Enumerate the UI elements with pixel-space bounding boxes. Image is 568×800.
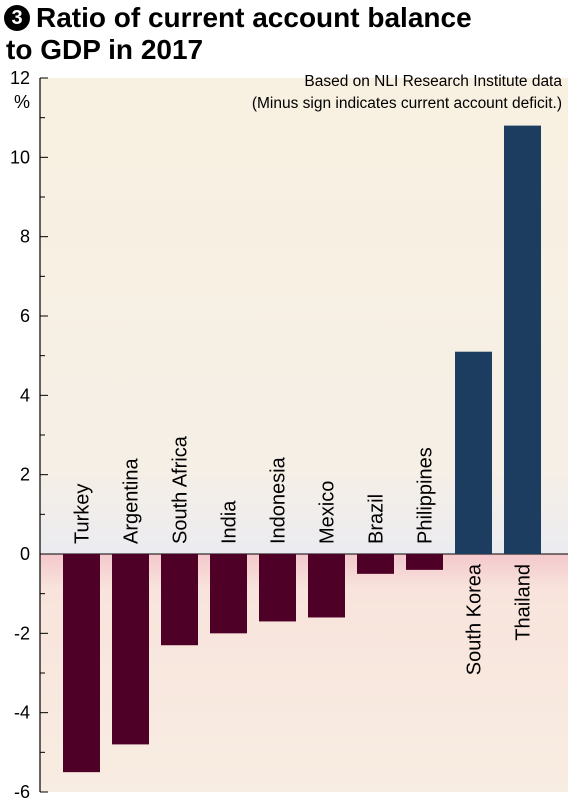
y-tick-label: 2 [20,465,30,485]
bar-brazil [357,554,394,574]
y-tick-label: 8 [20,227,30,247]
bar-south-africa [161,554,198,646]
y-tick-label: -4 [14,703,30,723]
category-label: Mexico [317,481,339,544]
bar-mexico [308,554,345,618]
deficit-note: (Minus sign indicates current account de… [252,95,562,112]
category-label: Indonesia [268,456,290,544]
bar-philippines [406,554,443,570]
bar-argentina [112,554,149,745]
bar-indonesia [259,554,296,622]
bar-turkey [63,554,100,773]
bar-thailand [504,125,541,554]
figure-number-badge: 3 [4,5,30,31]
category-label: Argentina [121,458,143,544]
y-tick-label: 4 [20,385,30,405]
y-tick-label: -2 [14,623,30,643]
y-tick-label: -6 [14,782,30,800]
category-label: Thailand [513,564,535,641]
y-tick-label: 6 [20,306,30,326]
y-tick-label: 10 [10,147,30,167]
title-line-2: to GDP in 2017 [6,34,204,65]
bars-group [63,125,541,773]
category-label: Turkey [72,484,94,544]
chart-title: 3 Ratio of current account balance to GD… [4,2,564,66]
title-text-1: Ratio of current account balance [36,2,472,33]
category-labels: Turkey Argentina South Africa India Indonesi… [72,435,535,675]
category-label: South Korea [464,563,486,675]
source-note: Based on NLI Research Institute data [304,73,562,90]
category-label: Brazil [366,494,388,544]
category-label: South Africa [170,435,192,544]
bar-india [210,554,247,634]
bar-south-korea [455,351,492,554]
category-label: Philippines [415,447,437,544]
y-axis-unit: % [14,92,30,112]
category-label: India [219,500,241,544]
y-tick-label: 0 [20,544,30,564]
y-tick-label: 12 [10,68,30,88]
title-line-1: 3 Ratio of current account balance [4,2,564,34]
